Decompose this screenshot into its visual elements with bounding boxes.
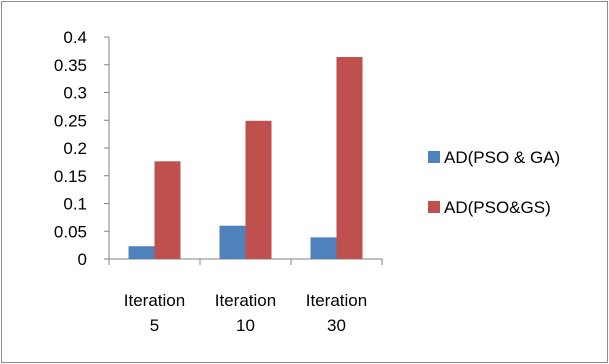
x-category-label: 10	[236, 316, 255, 335]
legend: AD(PSO & GA) AD(PSO&GS)	[428, 148, 560, 217]
x-category-label: Iteration	[306, 291, 367, 310]
y-tick-label: 0.2	[63, 139, 87, 158]
y-tick-label: 0.35	[54, 56, 87, 75]
y-tick-label: 0.4	[63, 28, 87, 47]
x-category-label: Iteration	[124, 291, 185, 310]
y-tick-label: 0.05	[54, 222, 87, 241]
bar-series1-cat3	[310, 237, 337, 259]
y-tick-label: 0.1	[63, 195, 87, 214]
x-category-label: Iteration	[215, 291, 276, 310]
bar-series1-cat2	[219, 225, 246, 259]
y-tick-label: 0	[78, 250, 87, 269]
bar-series2-cat1	[154, 161, 181, 259]
y-tick-label: 0.3	[63, 84, 87, 103]
bar-series2-cat2	[245, 120, 272, 260]
x-category-label: 30	[327, 316, 346, 335]
legend-swatch	[428, 201, 440, 213]
y-tick-label: 0.15	[54, 167, 87, 186]
legend-label: AD(PSO&GS)	[444, 198, 551, 217]
bar-series2-cat3	[336, 56, 363, 260]
y-tick-label: 0.25	[54, 111, 87, 130]
legend-label: AD(PSO & GA)	[444, 148, 560, 167]
legend-swatch	[428, 151, 440, 163]
plot-area: 0 0.05 0.1 0.15 0.2 0.25 0.3 0.35 0.4 Iteration 5 I…	[54, 28, 383, 335]
bar-series1-cat1	[128, 246, 155, 259]
x-category-label: 5	[150, 316, 159, 335]
